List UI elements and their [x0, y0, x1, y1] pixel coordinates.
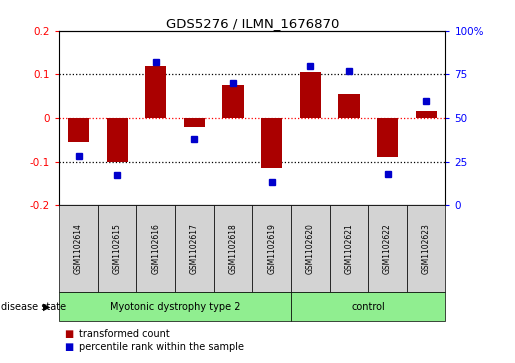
- Text: Myotonic dystrophy type 2: Myotonic dystrophy type 2: [110, 302, 241, 312]
- Bar: [107, 118, 128, 162]
- Bar: [68, 118, 89, 142]
- Title: GDS5276 / ILMN_1676870: GDS5276 / ILMN_1676870: [166, 17, 339, 30]
- Bar: [416, 111, 437, 118]
- Text: transformed count: transformed count: [79, 329, 169, 339]
- Text: GSM1102618: GSM1102618: [229, 223, 237, 274]
- Text: ■: ■: [64, 329, 74, 339]
- Bar: [300, 72, 321, 118]
- Text: GSM1102622: GSM1102622: [383, 223, 392, 274]
- Text: ■: ■: [64, 342, 74, 352]
- Bar: [377, 118, 398, 157]
- Text: GSM1102620: GSM1102620: [306, 223, 315, 274]
- Text: GSM1102619: GSM1102619: [267, 223, 276, 274]
- Text: GSM1102617: GSM1102617: [190, 223, 199, 274]
- Text: GSM1102621: GSM1102621: [345, 223, 353, 274]
- Bar: [261, 118, 282, 168]
- Text: ▶: ▶: [43, 302, 50, 312]
- Text: GSM1102614: GSM1102614: [74, 223, 83, 274]
- Bar: [222, 85, 244, 118]
- Text: control: control: [351, 302, 385, 312]
- Text: GSM1102616: GSM1102616: [151, 223, 160, 274]
- Text: GSM1102623: GSM1102623: [422, 223, 431, 274]
- Bar: [184, 118, 205, 127]
- Text: percentile rank within the sample: percentile rank within the sample: [79, 342, 244, 352]
- Bar: [145, 66, 166, 118]
- Text: GSM1102615: GSM1102615: [113, 223, 122, 274]
- Text: disease state: disease state: [1, 302, 66, 312]
- Bar: [338, 94, 359, 118]
